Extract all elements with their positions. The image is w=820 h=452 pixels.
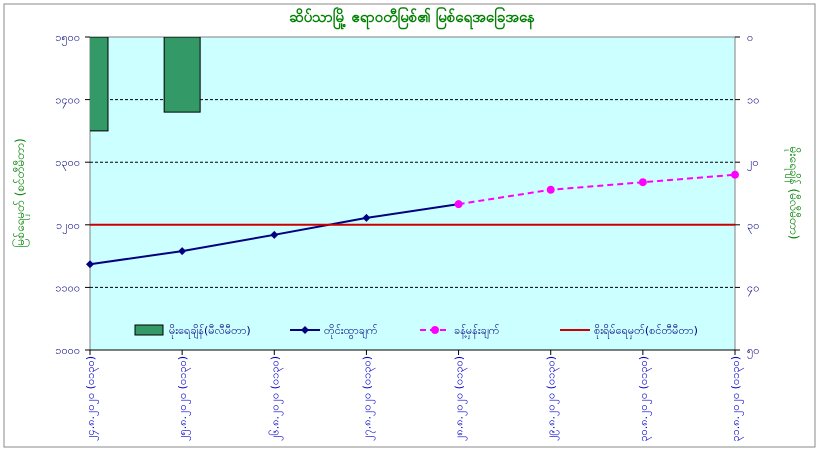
legend-marker [431, 326, 439, 334]
point [86, 260, 94, 269]
x-tick-label: ၂၄.၈.၂၀၂၀ (၀၁၃၀) [84, 356, 99, 441]
point [270, 230, 279, 239]
legend-label: စိုးရိမ်ရေမှတ်(စင်တီမီတာ) [594, 324, 698, 339]
y-tick-label: ၁၁၀၀ [55, 281, 80, 294]
x-tick-label: ၂၅.၈.၂၀၂၀ (၀၁၃၀) [176, 356, 191, 441]
y-tick-label: ၁၅၀၀ [55, 31, 80, 46]
bar [163, 37, 201, 113]
y-axis-label: မြစ်ရေမှတ် (စင်တီမီတာ) [11, 138, 30, 247]
point [731, 170, 739, 179]
bar [90, 37, 109, 132]
y2-tick-label: ၅၀ [747, 344, 759, 359]
x-tick-label: ၂၈.၈.၂၀၂၀ (၀၁၃၀) [453, 356, 468, 441]
point [178, 247, 187, 256]
y-tick-label: ၁၄၀၀ [55, 94, 80, 109]
legend-label: ခန့်မှန်းချက် [454, 324, 500, 339]
y2-tick-label: ၀ [747, 31, 753, 44]
legend-marker [301, 326, 309, 334]
point [454, 200, 463, 209]
x-tick-label: ၃၁.၈.၂၀၂၀ (၀၁၃၀) [729, 356, 744, 442]
y2-axis-label: မိုးရေချိန် (မီလီမီတာ) [784, 147, 802, 240]
y2-tick-label: ၃၀ [747, 219, 759, 234]
x-tick-label: ၃၀.၈.၂၀၂၀ (၀၁၃၀) [637, 356, 652, 442]
y2-tick-label: ၂၀ [747, 156, 759, 171]
line [458, 173, 736, 206]
x-tick-label: ၂၇.၈.၂၀၂၀ (၀၁၃၀) [360, 356, 375, 441]
y2-tick-label: ၄၀ [747, 281, 759, 296]
point [362, 213, 371, 222]
y-tick-label: ၁၀၀၀ [55, 344, 80, 357]
x-tick-label: ၂၉.၈.၂၀၂၀ (၀၁၃၀) [545, 356, 560, 441]
legend-swatch [134, 324, 164, 336]
y2-tick-label: ၁၀ [747, 94, 759, 107]
x-tick-label: ၂၆.၈.၂၀၂၀ (၀၁၃၀) [268, 356, 283, 441]
legend-label: တိုင်းထွာချက် [324, 324, 378, 339]
y-tick-label: ၁၃၀၀ [55, 156, 80, 171]
y-tick-label: ၁၂၀၀ [56, 219, 80, 234]
point [638, 178, 647, 187]
legend-label: မိုးရေချိန်(မီလီမီတာ) [169, 324, 251, 339]
point [546, 185, 555, 194]
